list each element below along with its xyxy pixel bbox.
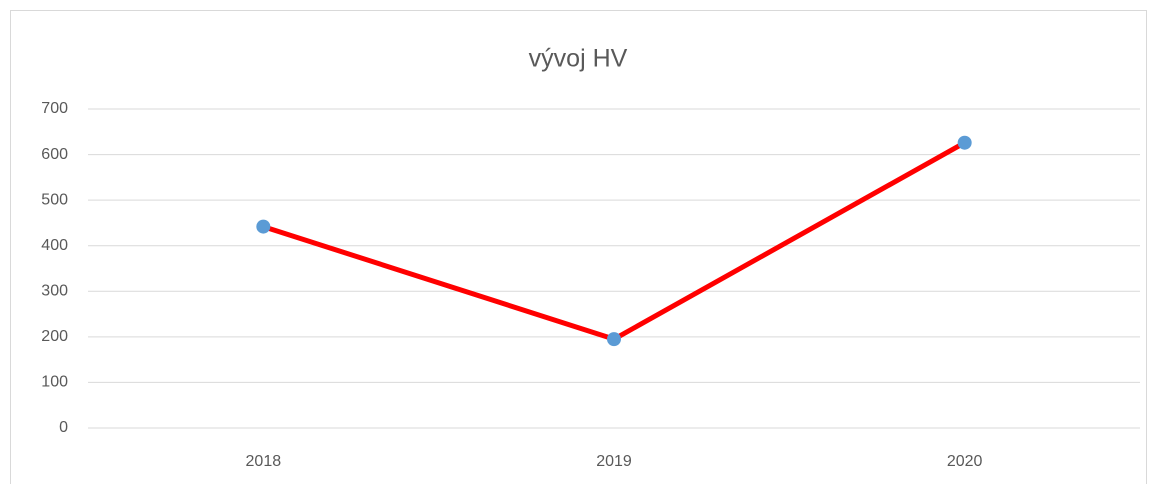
x-tick-label: 2019 xyxy=(596,453,632,470)
y-tick-label: 200 xyxy=(41,328,68,345)
y-tick-label: 700 xyxy=(41,100,68,117)
y-tick-label: 400 xyxy=(41,237,68,254)
x-tick-label: 2018 xyxy=(246,453,282,470)
y-tick-label: 600 xyxy=(41,146,68,163)
chart-border xyxy=(10,10,1147,484)
y-tick-label: 300 xyxy=(41,283,68,300)
y-tick-label: 0 xyxy=(59,419,68,436)
y-tick-label: 500 xyxy=(41,191,68,208)
chart-title: vývoj HV xyxy=(529,45,628,73)
x-tick-label: 2020 xyxy=(947,453,983,470)
data-point xyxy=(957,135,972,150)
y-tick-label: 100 xyxy=(41,374,68,391)
data-point xyxy=(607,332,621,347)
data-point xyxy=(256,219,271,234)
